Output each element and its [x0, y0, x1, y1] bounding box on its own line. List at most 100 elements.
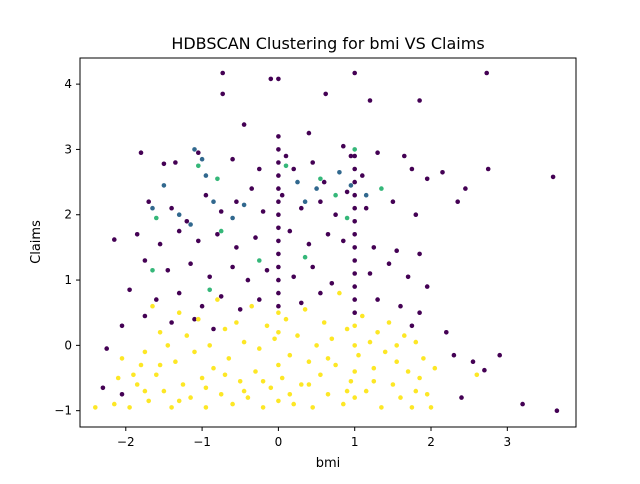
data-point: [211, 326, 216, 332]
data-point: [276, 362, 281, 368]
data-point: [276, 225, 281, 231]
data-point: [367, 98, 373, 103]
data-point: [352, 343, 358, 348]
data-point: [310, 264, 316, 270]
data-point: [337, 290, 342, 296]
data-point: [157, 330, 163, 335]
data-point: [192, 316, 197, 322]
data-point: [276, 134, 281, 139]
data-point: [257, 166, 262, 172]
data-point: [348, 379, 354, 384]
data-point: [417, 251, 422, 257]
data-point: [306, 130, 312, 136]
data-point: [390, 382, 396, 387]
data-point: [203, 405, 209, 410]
data-point: [318, 290, 323, 296]
data-point: [554, 408, 560, 414]
data-point: [180, 382, 186, 387]
data-point: [371, 365, 377, 371]
data-point: [371, 379, 377, 384]
data-point: [138, 150, 144, 155]
data-point: [352, 232, 358, 237]
data-point: [382, 349, 388, 355]
data-point: [295, 333, 300, 338]
data-point: [295, 179, 300, 185]
data-point: [192, 349, 197, 355]
data-point: [417, 375, 422, 381]
x-tick-label: 0: [275, 435, 283, 449]
data-point: [375, 330, 380, 335]
data-point: [176, 310, 182, 316]
data-point: [344, 326, 350, 332]
data-point: [196, 316, 201, 322]
x-tick-label: 2: [427, 435, 435, 449]
data-point: [482, 367, 487, 373]
data-point: [550, 174, 556, 180]
data-point: [283, 316, 289, 322]
data-point: [299, 300, 304, 306]
y-tick-label: 2: [64, 208, 72, 222]
data-point: [176, 398, 182, 404]
data-point: [150, 205, 155, 211]
data-point: [115, 375, 121, 381]
data-point: [386, 320, 392, 325]
data-point: [402, 333, 407, 338]
data-point: [325, 356, 331, 361]
data-point: [451, 352, 457, 358]
data-point: [249, 303, 254, 309]
data-point: [291, 401, 297, 407]
data-point: [150, 303, 155, 309]
data-point: [253, 235, 258, 240]
data-point: [253, 369, 258, 374]
data-point: [398, 395, 403, 400]
data-point: [260, 379, 266, 384]
data-point: [234, 320, 239, 325]
data-point: [299, 205, 304, 211]
data-point: [276, 251, 281, 257]
data-point: [352, 297, 358, 302]
x-axis-label: bmi: [316, 456, 341, 471]
data-point: [363, 192, 369, 198]
x-tick-label: −1: [193, 435, 211, 449]
data-point: [390, 199, 396, 204]
y-tick-label: 1: [64, 273, 72, 287]
data-point: [276, 310, 281, 316]
data-point: [165, 343, 171, 348]
data-point: [484, 70, 490, 76]
data-point: [417, 310, 422, 316]
data-point: [279, 192, 285, 198]
data-point: [329, 281, 335, 286]
data-point: [207, 287, 212, 293]
data-point: [344, 189, 350, 195]
data-point: [276, 303, 281, 309]
data-point: [237, 307, 243, 312]
data-point: [333, 362, 338, 368]
data-point: [245, 277, 251, 283]
data-point: [127, 405, 132, 410]
data-point: [142, 349, 148, 355]
data-point: [279, 375, 285, 381]
data-point: [497, 352, 503, 358]
axes-frame: [79, 57, 577, 428]
data-point: [165, 268, 171, 273]
data-point: [321, 320, 327, 325]
data-point: [276, 290, 281, 296]
data-point: [363, 205, 369, 211]
data-point: [215, 297, 220, 302]
data-point: [318, 372, 323, 378]
data-point: [470, 359, 476, 365]
data-point: [203, 192, 209, 198]
data-point: [314, 186, 319, 191]
data-point: [222, 372, 228, 378]
data-point: [413, 212, 419, 217]
data-point: [257, 258, 262, 263]
data-point: [157, 362, 163, 368]
data-point: [127, 287, 132, 293]
data-point: [176, 290, 182, 296]
data-point: [260, 405, 266, 410]
data-point: [379, 405, 384, 410]
data-point: [169, 320, 174, 325]
data-point: [291, 166, 297, 172]
